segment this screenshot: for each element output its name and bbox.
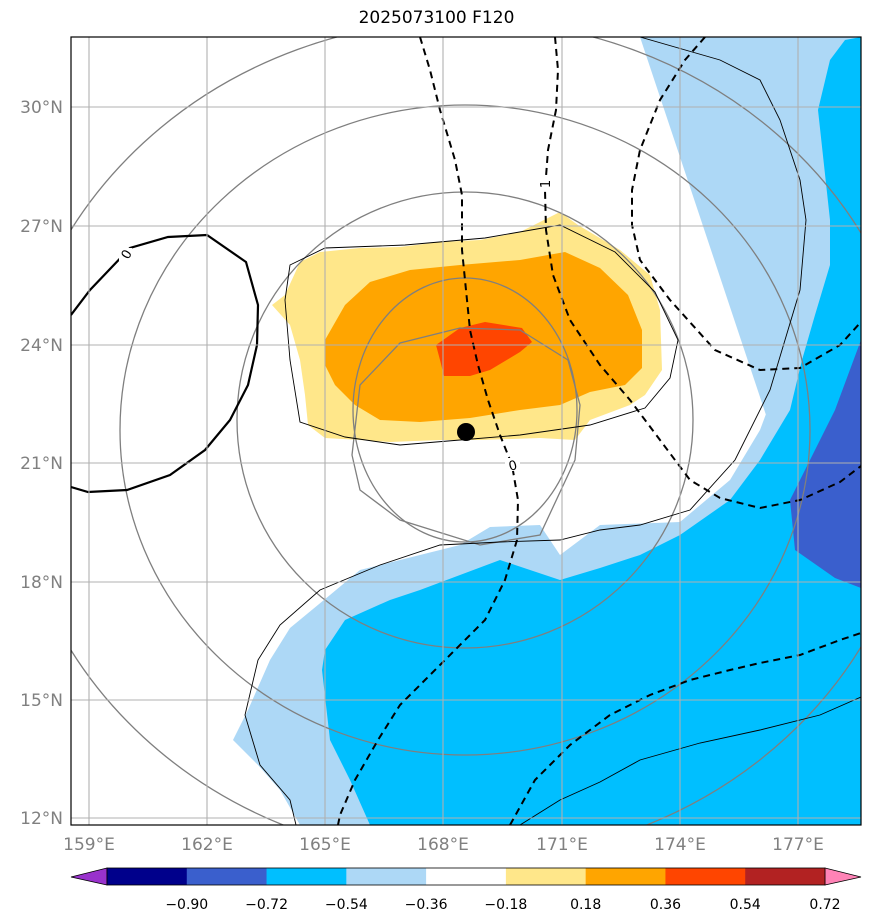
colorbar: −0.90 −0.72 −0.54 −0.36 −0.18 0.18 0.36 0.54 0.7… bbox=[70, 867, 862, 913]
plot-frame bbox=[70, 36, 862, 826]
lon-tick-168: 168°E bbox=[417, 835, 469, 855]
colorbar-box-3 bbox=[346, 868, 427, 885]
dashed-contour-zero bbox=[337, 37, 520, 825]
thin-contour-east bbox=[244, 37, 807, 825]
colorbar-extend-high bbox=[824, 867, 862, 886]
solid-contour-west bbox=[71, 233, 260, 494]
lon-tick-177: 177°E bbox=[772, 835, 824, 855]
colorbar-label-2: −0.54 bbox=[325, 897, 368, 913]
lon-tick-165: 165°E bbox=[299, 835, 351, 855]
contour-label-dashed-zero: 0 bbox=[507, 458, 519, 475]
colorbar-box-5 bbox=[505, 868, 587, 885]
colorbar-label-6: 0.36 bbox=[650, 897, 681, 913]
lat-tick-12: 12°N bbox=[20, 809, 63, 829]
gridlines bbox=[71, 37, 861, 825]
lat-tick-18: 18°N bbox=[20, 573, 63, 593]
colorbar-label-4: −0.18 bbox=[484, 897, 527, 913]
colorbar-box-7 bbox=[665, 868, 746, 885]
colorbar-label-0: −0.90 bbox=[165, 897, 208, 913]
lat-tick-27: 27°N bbox=[20, 217, 63, 237]
colorbar-label-1: −0.72 bbox=[245, 897, 288, 913]
colorbar-label-3: −0.36 bbox=[405, 897, 448, 913]
lon-tick-159: 159°E bbox=[63, 835, 115, 855]
colorbar-label-5: 0.18 bbox=[570, 897, 601, 913]
colorbar-box-0 bbox=[107, 868, 188, 885]
lon-tick-174: 174°E bbox=[654, 835, 706, 855]
colorbar-extend-low bbox=[70, 867, 108, 886]
thin-contour-north bbox=[284, 224, 679, 446]
colorbar-label-8: 0.72 bbox=[809, 897, 840, 913]
colorbar-box-6 bbox=[585, 868, 666, 885]
colorbar-box-4 bbox=[426, 868, 507, 885]
dashed-contour-south bbox=[509, 632, 861, 825]
colorbar-box-1 bbox=[186, 868, 268, 885]
dashed-contour-northeast bbox=[631, 37, 861, 372]
colorbar-label-7: 0.54 bbox=[730, 897, 761, 913]
thin-contour-southeast bbox=[519, 696, 861, 825]
lat-tick-30: 30°N bbox=[20, 98, 63, 118]
shade-skyblue-east bbox=[322, 37, 861, 825]
lat-tick-24: 24°N bbox=[20, 336, 63, 356]
dashed-contour-one bbox=[543, 37, 861, 510]
lon-tick-171: 171°E bbox=[536, 835, 588, 855]
colorbar-box-2 bbox=[266, 868, 347, 885]
map-title: 2025073100 F120 bbox=[358, 8, 515, 28]
shade-royalblue-east bbox=[790, 340, 861, 588]
contour-label-dashed-one: 1 bbox=[539, 180, 554, 188]
colorbar-box-8 bbox=[745, 868, 826, 885]
lat-tick-21: 21°N bbox=[20, 454, 63, 474]
dashed-contours bbox=[337, 37, 861, 825]
storm-center-marker bbox=[457, 423, 475, 441]
lat-tick-15: 15°N bbox=[20, 691, 63, 711]
colorbar-frame bbox=[106, 867, 826, 886]
lon-tick-162: 162°E bbox=[181, 835, 233, 855]
thin-black-contours bbox=[244, 37, 861, 825]
grey-contour-inner bbox=[351, 327, 581, 546]
grey-contour-2 bbox=[236, 191, 694, 649]
shade-orangered bbox=[436, 322, 532, 376]
lon-tick-labels: 159°E 162°E 165°E 168°E 171°E 174°E 177°… bbox=[63, 835, 824, 855]
lat-tick-labels: 30°N 27°N 24°N 21°N 18°N 15°N 12°N bbox=[20, 98, 63, 829]
map-plot-area: 0 0 1 bbox=[71, 37, 861, 825]
grey-contour-3 bbox=[119, 104, 811, 756]
